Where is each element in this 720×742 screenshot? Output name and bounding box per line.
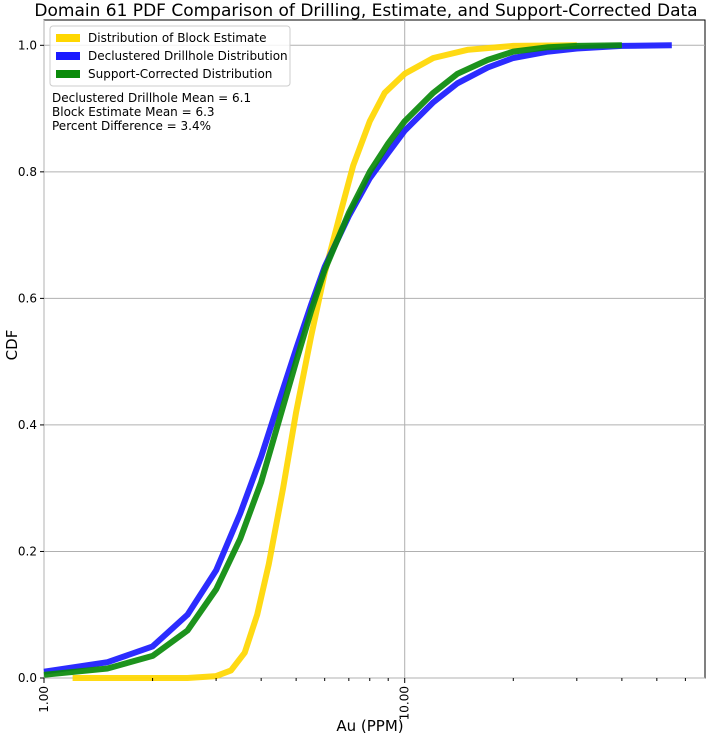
chart-title: Domain 61 PDF Comparison of Drilling, Es… — [34, 1, 697, 21]
legend-swatch — [56, 70, 80, 78]
y-axis-label: CDF — [3, 330, 21, 361]
y-tick-label: 0.8 — [18, 165, 37, 179]
series-line-0 — [72, 42, 577, 681]
x-tick-label: 1.00 — [37, 686, 51, 713]
legend-swatch — [56, 52, 80, 60]
legend-label: Support-Corrected Distribution — [88, 67, 272, 81]
legend-label: Declustered Drillhole Distribution — [88, 49, 288, 63]
legend: Distribution of Block Estimate Declustere… — [49, 25, 291, 87]
y-tick-label: 0.6 — [18, 291, 37, 305]
series-line-2 — [43, 42, 622, 678]
y-tick-label: 1.0 — [18, 38, 37, 52]
x-tick-label: 10.00 — [398, 686, 412, 720]
y-tick-label: 0.2 — [18, 544, 37, 558]
y-tick-label: 0.0 — [18, 671, 37, 685]
y-tick-label: 0.4 — [18, 418, 37, 432]
annotation-line: Block Estimate Mean = 6.3 — [52, 105, 215, 119]
axis-ticks: 0.0 0.2 0.4 0.6 0.8 1.0 1.00 10.00 — [18, 38, 686, 720]
annotation-line: Percent Difference = 3.4% — [52, 119, 211, 133]
series-lines — [43, 42, 672, 681]
annotation-line: Declustered Drillhole Mean = 6.1 — [52, 91, 251, 105]
x-axis-label: Au (PPM) — [336, 717, 403, 735]
legend-label: Distribution of Block Estimate — [88, 31, 266, 45]
legend-swatch — [56, 34, 80, 42]
legend-box — [49, 25, 291, 87]
plot-area — [43, 19, 706, 679]
